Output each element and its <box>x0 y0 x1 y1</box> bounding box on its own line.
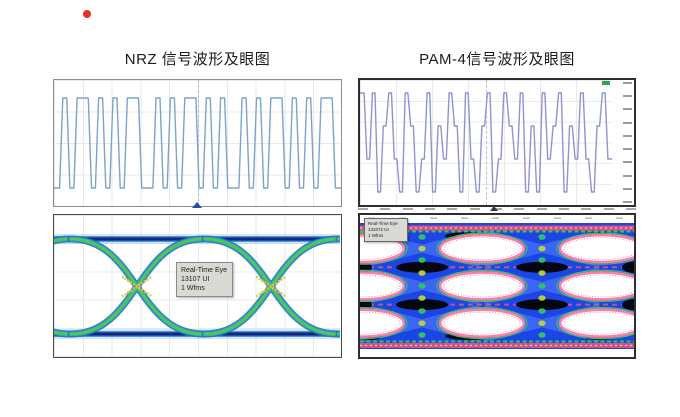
pam4-center-gridline <box>486 80 487 205</box>
annotation-line: 13107 UI <box>181 276 210 284</box>
pam4-plot-area <box>360 80 612 205</box>
annotation-line: 1 Wfms <box>368 233 384 239</box>
annotation-line: 131072 UI <box>368 227 389 233</box>
nrz-eye-annotation: Real-Time Eye 13107 UI 1 Wfms <box>176 262 233 298</box>
nrz-trigger-marker-icon <box>192 202 202 208</box>
pam4-eye-diagram: Real-Time Eye 131072 UI 1 Wfms <box>358 213 636 359</box>
channel-marker-icon <box>602 81 610 85</box>
pam4-eye-trace <box>360 215 634 357</box>
pam4-waveform-plot <box>358 78 636 207</box>
nrz-waveform-plot <box>53 79 342 207</box>
pam4-waveform-trace <box>360 80 612 205</box>
annotation-line: Real-Time Eye <box>368 221 398 226</box>
nrz-eye-trace <box>54 215 341 357</box>
pam4-y-axis-ticks <box>614 82 632 203</box>
pam4-eye-annotation: Real-Time Eye 131072 UI 1 Wfms <box>364 218 408 243</box>
pam4-trigger-marker-icon <box>490 206 498 211</box>
annotation-line: Real-Time Eye <box>181 267 228 274</box>
nrz-waveform-trace <box>54 80 341 206</box>
nrz-eye-diagram: Real-Time Eye 13107 UI 1 Wfms <box>53 214 342 358</box>
red-dot-indicator <box>83 10 91 18</box>
pam4-section-title: PAM-4信号波形及眼图 <box>419 51 575 68</box>
annotation-line: 1 Wfms <box>181 285 205 293</box>
nrz-section-title: NRZ 信号波形及眼图 <box>124 51 271 68</box>
